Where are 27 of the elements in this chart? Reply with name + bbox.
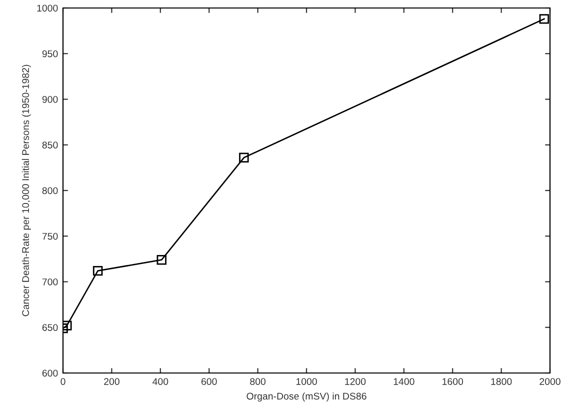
x-tick-label: 1800	[491, 378, 512, 385]
y-tick-label: 700	[42, 278, 58, 286]
x-tick-label: 200	[104, 378, 120, 385]
x-tick-label: 1200	[345, 378, 366, 385]
x-tick-label: 600	[201, 378, 217, 385]
x-tick-label: 2000	[540, 378, 560, 385]
y-tick-label: 600	[42, 370, 58, 377]
x-tick-label: 0	[60, 378, 66, 385]
point	[539, 14, 550, 24]
y-tick-label: 800	[42, 187, 58, 194]
x-tick-label: 1000	[296, 378, 317, 385]
x-tick-label: 400	[152, 378, 168, 385]
point	[156, 254, 166, 265]
y-tick-label: 850	[42, 142, 58, 148]
x-tick-label: 1600	[442, 378, 464, 385]
y-tick-label: 750	[42, 232, 58, 240]
y-tick-label: 950	[42, 50, 58, 58]
y-axis-title: Cancer Death-Rate per 10,000 Initial Persons (1950-1982)	[22, 64, 31, 316]
point	[239, 152, 249, 163]
y-tick-label: 650	[42, 324, 58, 331]
y-tick-label: 1000	[37, 4, 58, 12]
point	[92, 266, 103, 276]
x-axis-title: Organ-Dose (mSV) in DS86	[246, 392, 366, 402]
point	[63, 320, 72, 330]
y-tick-label: 900	[42, 96, 58, 103]
x-tick-label: 1400	[394, 378, 414, 385]
x-tick-label: 800	[250, 378, 266, 385]
